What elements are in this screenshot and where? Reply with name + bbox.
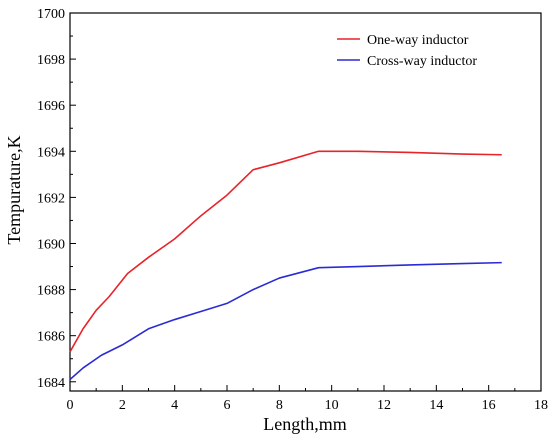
series-layer: [69, 150, 502, 381]
x-axis-title: Length,mm: [263, 414, 347, 434]
y-tick-label: 1690: [37, 237, 65, 252]
y-tick-label: 1684: [37, 376, 65, 391]
x-tick-label: 4: [171, 398, 178, 413]
y-tick-label: 1688: [37, 284, 65, 299]
y-tick-label: 1698: [37, 53, 65, 68]
y-tick-label: 1696: [37, 99, 65, 114]
y-axis: 1684 1686 1688 1690 1692 1694 1696 1698 1700: [37, 7, 76, 391]
x-tick-label: 10: [325, 398, 339, 413]
y-tick-label: 1694: [37, 145, 65, 160]
legend-label-1: One-way inductor: [367, 33, 469, 48]
series-line-2: [69, 261, 502, 381]
x-tick-label: 12: [377, 398, 391, 413]
legend: One-way inductor Cross-way inductor: [337, 33, 477, 69]
legend-label-2: Cross-way inductor: [367, 54, 477, 69]
x-tick-label: 8: [276, 398, 283, 413]
x-tick-label: 0: [67, 398, 74, 413]
series-line-1: [69, 150, 502, 353]
y-tick-label: 1700: [37, 7, 65, 22]
x-tick-label: 16: [482, 398, 496, 413]
y-tick-label: 1692: [37, 191, 65, 206]
y-tick-label: 1686: [37, 330, 65, 345]
x-tick-label: 14: [429, 398, 443, 413]
x-tick-label: 2: [119, 398, 126, 413]
y-axis-title: Tempurature,K: [4, 135, 24, 244]
x-axis: 0 2 4 6 8 10 12 14 16 18: [67, 385, 548, 413]
x-tick-label: 18: [534, 398, 548, 413]
x-tick-label: 6: [224, 398, 231, 413]
